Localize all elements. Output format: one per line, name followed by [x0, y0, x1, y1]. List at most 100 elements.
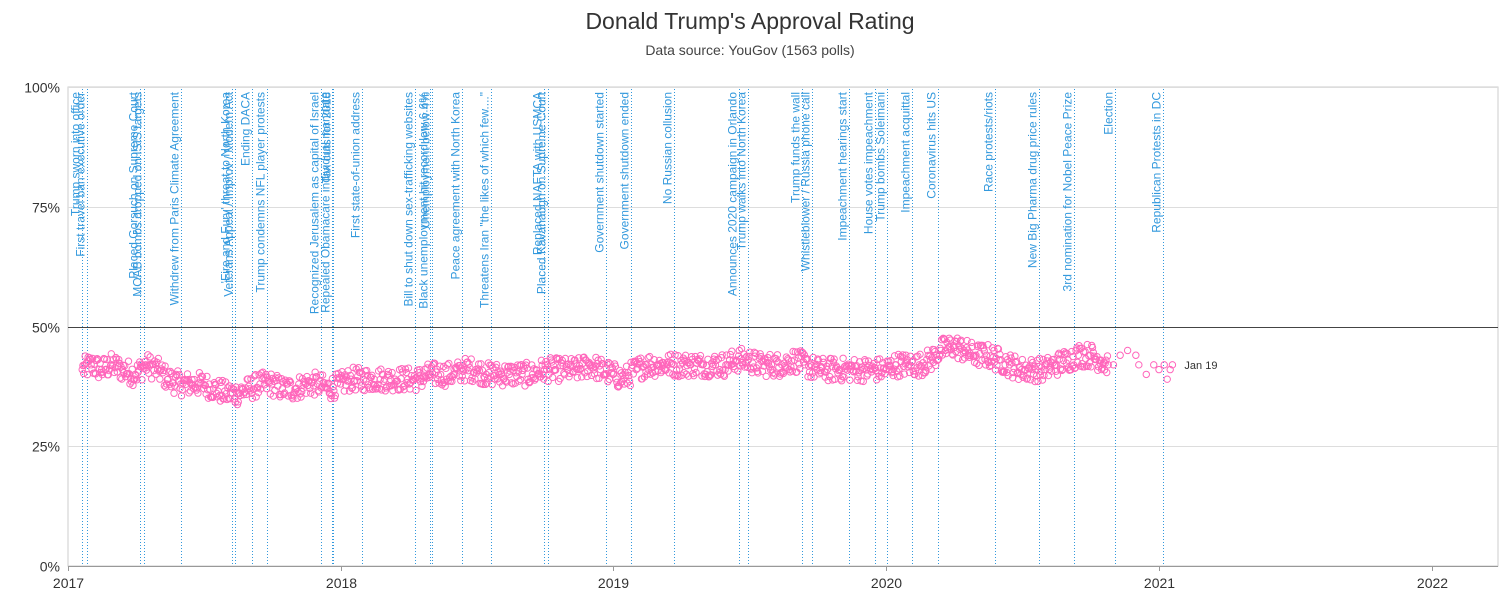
data-point [138, 376, 146, 384]
data-point [392, 378, 400, 386]
data-point [448, 377, 456, 386]
data-point [1135, 361, 1143, 369]
data-point [625, 377, 634, 385]
data-point [741, 354, 749, 362]
data-point [455, 372, 463, 380]
data-point [784, 356, 793, 364]
data-point [336, 375, 344, 383]
data-point [565, 372, 573, 381]
x-tick-label: 2017 [53, 575, 84, 591]
data-point [1047, 367, 1056, 375]
data-point [510, 366, 518, 375]
data-point [1073, 344, 1081, 352]
data-point [1132, 351, 1140, 359]
data-point [515, 377, 523, 385]
data-point [807, 373, 815, 381]
data-point [834, 366, 843, 375]
data-point [121, 361, 129, 370]
data-point [624, 368, 632, 377]
data-point [754, 369, 762, 377]
data-point [796, 364, 804, 373]
data-point [982, 351, 991, 359]
data-point [575, 354, 583, 362]
data-point [716, 370, 725, 378]
data-point [985, 362, 994, 371]
axes: 0% 25% 50% 75% 100% 2017 2018 2019 2020 2021 2022 J… [24, 80, 1498, 591]
data-point [310, 391, 319, 399]
data-point [163, 375, 172, 384]
event-label: Veterans Appeal / Improv / Modern Act [222, 91, 236, 296]
data-point [840, 373, 848, 381]
data-point [1035, 354, 1044, 363]
data-point [758, 367, 767, 376]
data-point [935, 351, 944, 359]
data-point [248, 394, 257, 403]
event-label: Ending DACA [239, 92, 253, 166]
data-point [896, 372, 904, 380]
data-point [357, 378, 365, 386]
event-label: Impeachment hearings start [836, 91, 850, 240]
data-point [612, 375, 620, 383]
data-point [465, 360, 473, 368]
data-point [156, 375, 164, 383]
data-point [144, 351, 152, 359]
data-point [429, 360, 437, 369]
data-point [381, 387, 390, 395]
data-point [516, 375, 525, 384]
data-point [231, 398, 239, 406]
data-point [374, 380, 382, 389]
data-point [194, 389, 202, 397]
data-point [443, 361, 452, 369]
data-point [914, 352, 922, 360]
data-point [418, 382, 426, 390]
data-point [373, 384, 381, 393]
x-tick-label: 2021 [1144, 575, 1175, 591]
data-point [383, 382, 391, 391]
data-point [297, 393, 305, 401]
event-label: Race protests/riots [982, 92, 996, 192]
data-point [894, 350, 903, 359]
data-point [597, 355, 605, 364]
data-point [397, 374, 405, 383]
data-point [124, 357, 133, 365]
data-point [244, 375, 252, 383]
event-label: Bill to shut down sex-trafficking websit… [402, 92, 416, 307]
data-point [458, 372, 466, 380]
data-point [920, 361, 929, 370]
data-point [749, 363, 758, 371]
data-point [140, 362, 148, 370]
data-point [488, 380, 496, 389]
data-point [215, 376, 223, 385]
data-point [230, 385, 238, 393]
data-point [306, 389, 315, 397]
data-point [286, 378, 295, 387]
event-label: Trump funds the wall [789, 92, 803, 203]
data-point [1103, 368, 1111, 377]
data-point [439, 362, 448, 371]
data-point [371, 381, 379, 389]
data-point [1029, 358, 1037, 367]
data-point [654, 361, 663, 369]
data-point [1163, 375, 1171, 383]
data-point [274, 374, 283, 382]
data-point [1014, 375, 1023, 384]
data-point [952, 347, 960, 356]
data-point [172, 370, 180, 379]
data-point [1023, 375, 1031, 383]
data-point [734, 367, 742, 375]
data-point [663, 358, 671, 367]
data-point [719, 371, 728, 379]
data-point [1116, 351, 1124, 359]
data-point [704, 355, 712, 363]
data-point [167, 382, 175, 391]
event-label: Recognized Jerusalem as capital of Israe… [308, 92, 322, 314]
data-point [911, 370, 919, 379]
data-point [1026, 376, 1035, 384]
data-point [865, 361, 873, 370]
data-point [203, 372, 211, 381]
data-point [1036, 371, 1044, 379]
data-point [583, 372, 591, 381]
data-point [934, 355, 943, 363]
data-point [1039, 355, 1047, 364]
event-label: 'Fire and Fury' threat to North Korea [219, 92, 233, 284]
